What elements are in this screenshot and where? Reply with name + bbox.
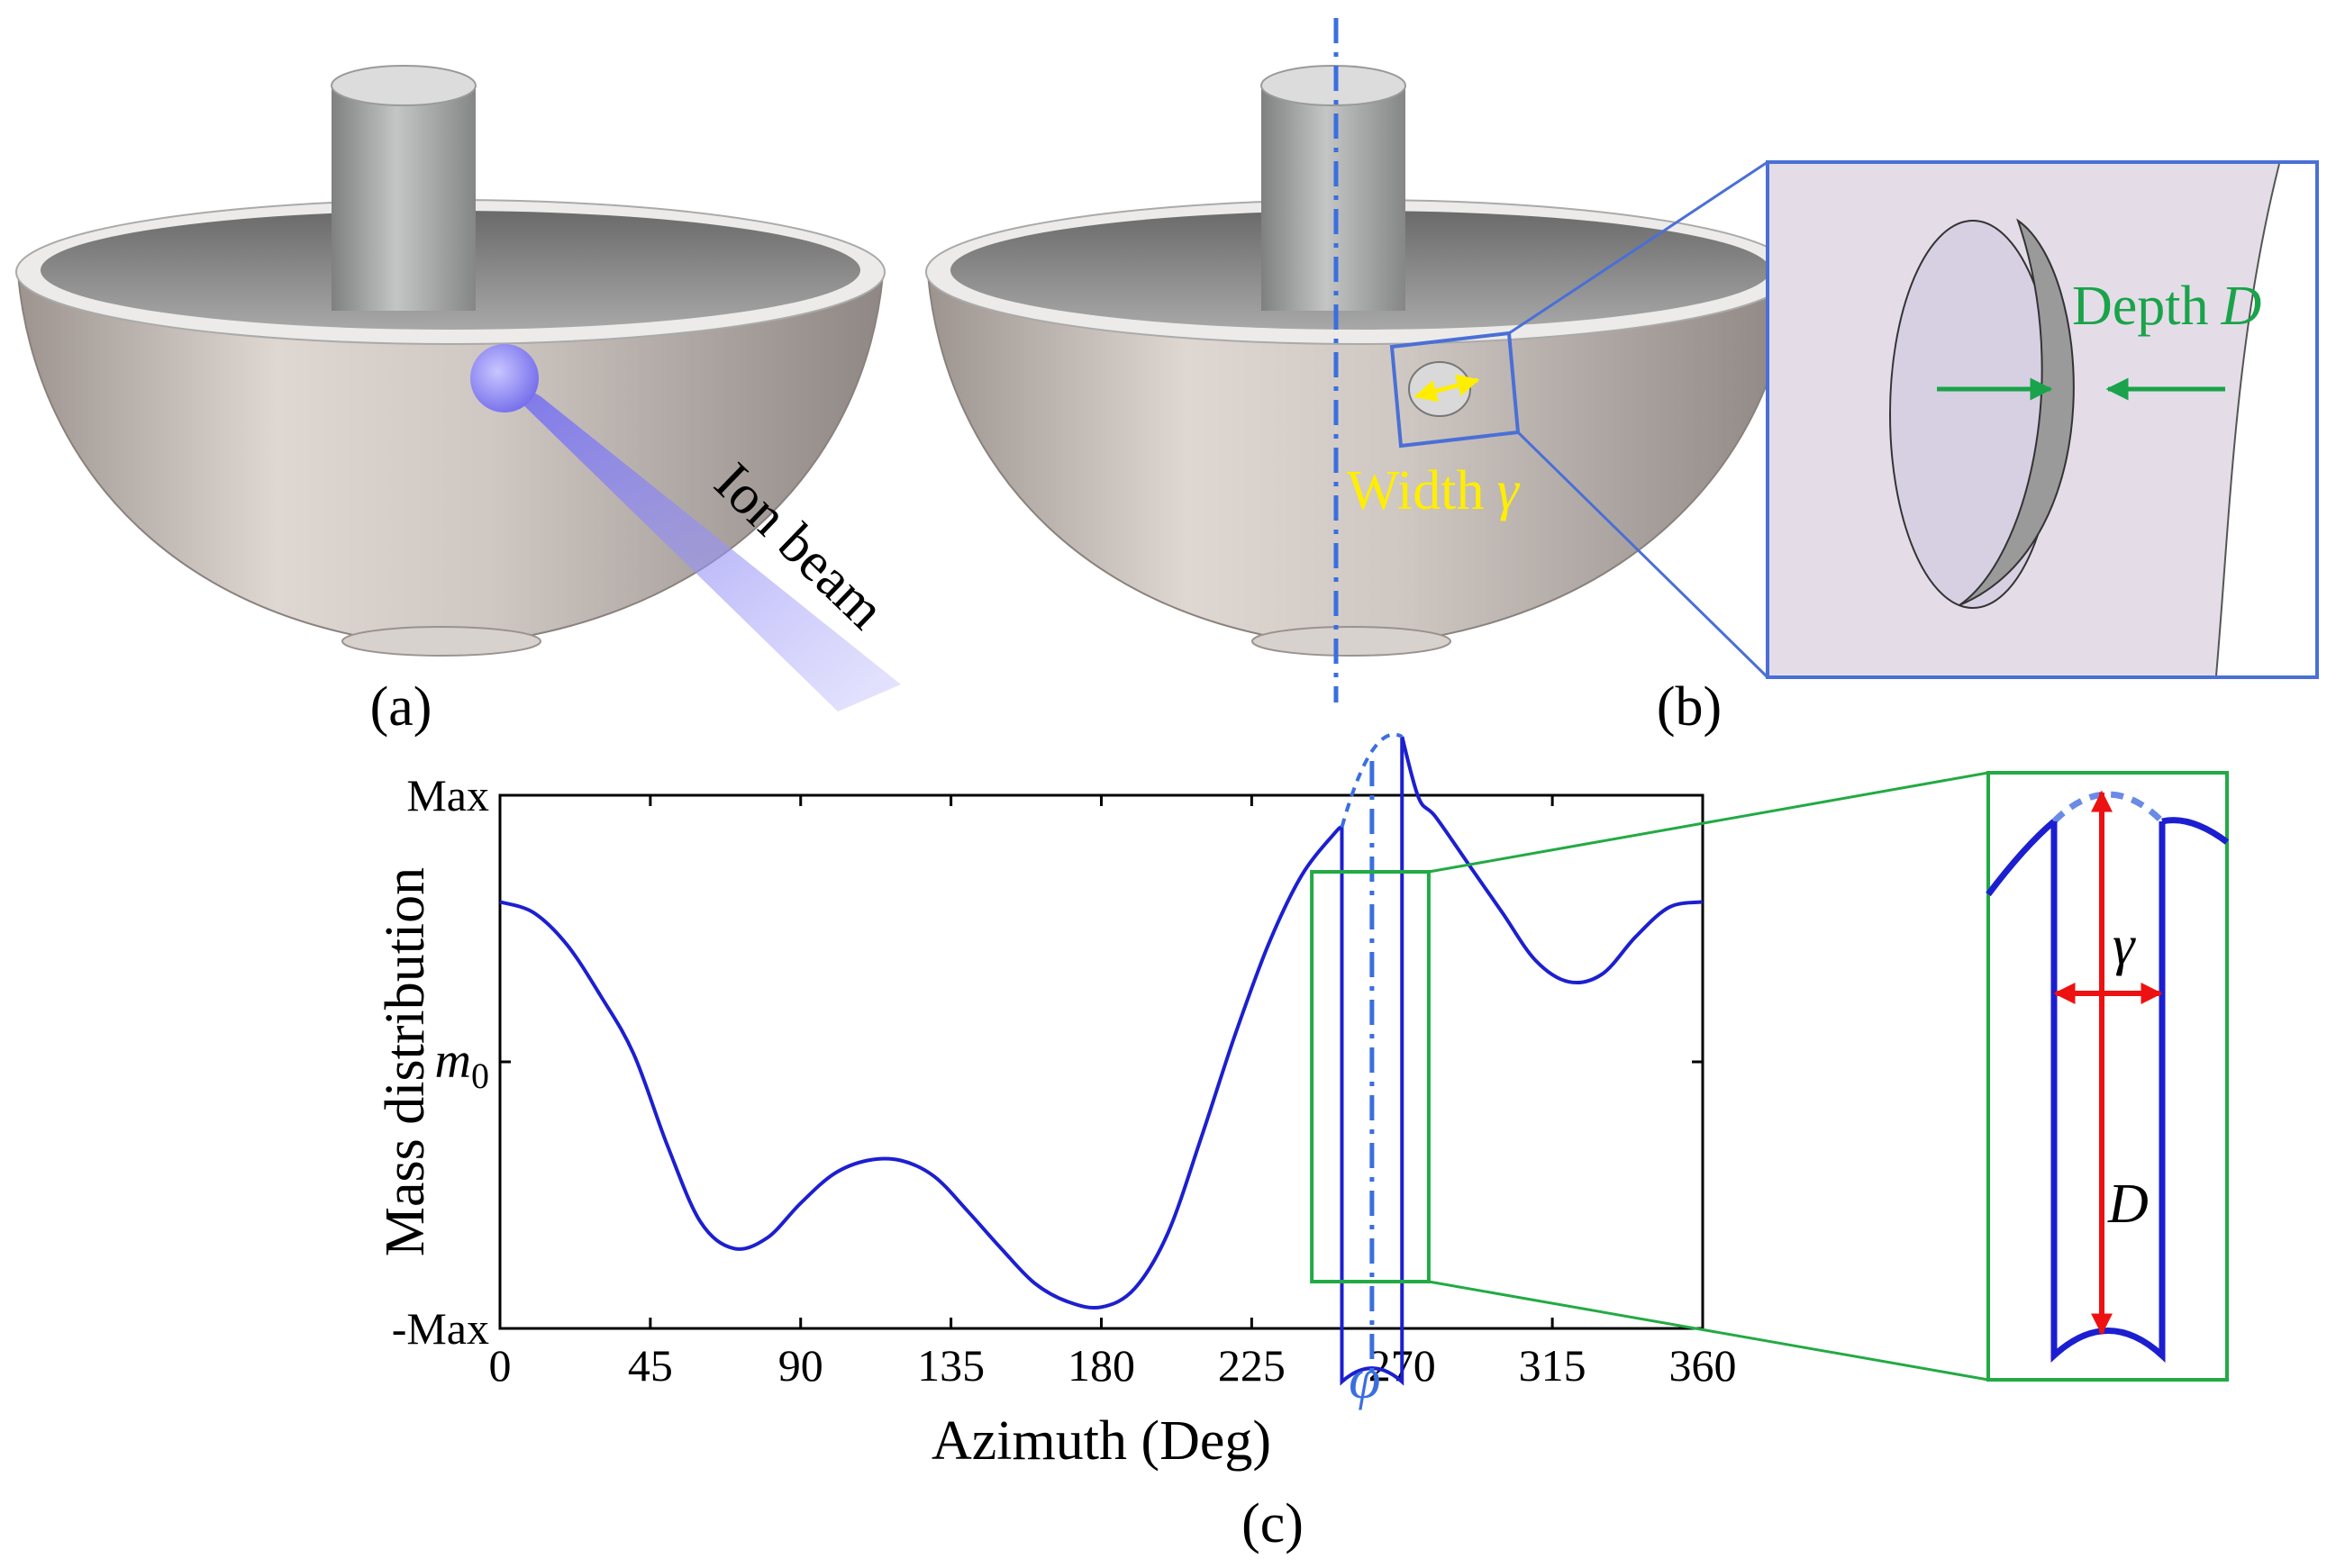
y-tick-label: Max — [406, 770, 489, 820]
stem — [332, 86, 476, 311]
bowl-base — [341, 626, 541, 657]
x-tick-label: 90 — [778, 1340, 823, 1391]
panel-b-label: (b) — [1657, 676, 1722, 738]
mass-distribution-curve — [499, 736, 1704, 1310]
panel-a-bowl-with-ion-beam: Ion beam (a) — [15, 65, 901, 738]
panel-c-label: (c) — [1241, 1493, 1304, 1554]
y-axis-label: Mass distribution — [375, 867, 436, 1256]
panel-a-label: (a) — [370, 676, 432, 738]
x-tick-label: 225 — [1218, 1340, 1286, 1391]
x-tick-label: 360 — [1669, 1340, 1737, 1391]
zoom-connector-bottom — [1516, 431, 1769, 679]
inset-frame — [1986, 771, 2229, 1382]
y-tick-m0-sub: 0 — [471, 1056, 489, 1096]
y-tick-label: m0 — [435, 1033, 489, 1096]
width-word: Width — [1347, 460, 1485, 521]
stem — [1261, 86, 1405, 311]
stem-top — [1260, 65, 1406, 106]
ion-beam — [477, 360, 901, 711]
x-tick-label: 135 — [917, 1340, 985, 1391]
inset-depth-symbol: D — [2107, 1174, 2149, 1235]
y-axis-ticks: -Max m0 Max — [392, 770, 1703, 1354]
inset-wall-edge — [2215, 163, 2280, 676]
width-label: Width γ — [1347, 460, 1521, 521]
inset-width-symbol: γ — [2113, 915, 2136, 976]
zoom-connector-top — [1508, 160, 1768, 335]
x-tick-label: 45 — [628, 1340, 673, 1391]
depth-word: Depth — [2072, 276, 2209, 337]
y-tick-m0-base: m — [435, 1033, 471, 1089]
width-symbol: γ — [1497, 460, 1521, 521]
depth-label: Depth D — [2072, 276, 2261, 337]
groove-opening — [1889, 220, 2057, 609]
panel-b-bowl-with-groove: Width γ Depth D (b) — [925, 18, 2319, 738]
zoom-connector-bottom — [1428, 1280, 1989, 1382]
zoom-box-c — [1310, 870, 1431, 1283]
ion-beam-spot — [470, 344, 539, 412]
x-axis-label: Azimuth (Deg) — [932, 1410, 1271, 1472]
inset-curve-right — [2161, 817, 2230, 845]
x-tick-label: 180 — [1068, 1340, 1135, 1391]
stem-top — [331, 65, 477, 106]
groove-missing-arc — [1340, 732, 1404, 829]
zoom-connector-top — [1428, 771, 1989, 874]
plot-frame — [498, 793, 1704, 1330]
inset-curve-left — [1986, 819, 2057, 897]
y-tick-label: -Max — [392, 1303, 489, 1354]
phi-marker-label: φ — [1349, 1346, 1380, 1410]
depth-symbol: D — [2221, 276, 2262, 337]
x-tick-label: 0 — [489, 1340, 512, 1391]
x-tick-label: 315 — [1519, 1340, 1586, 1391]
width-arrow — [1413, 374, 1480, 403]
bowl-base — [1251, 626, 1451, 657]
x-axis-ticks: 0 45 90 135 180 225 270 315 360 — [489, 795, 1737, 1391]
